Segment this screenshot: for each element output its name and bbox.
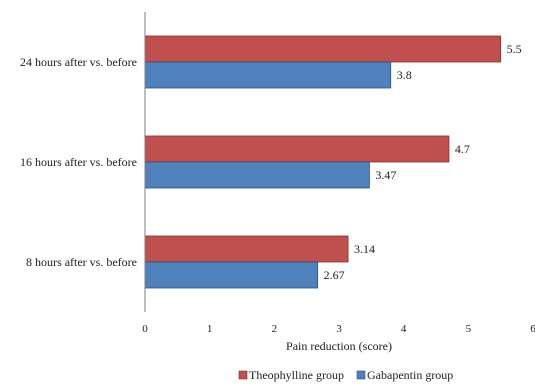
category-label: 24 hours after vs. before <box>20 55 137 69</box>
value-label: 3.8 <box>397 68 412 82</box>
value-label: 3.14 <box>354 242 375 256</box>
legend-swatch-theophylline <box>238 370 248 380</box>
bar-theophylline <box>144 235 349 263</box>
value-labels-layer: 3.14 2.67 4.7 3.47 5.5 3.8 <box>324 42 522 282</box>
value-label: 2.67 <box>324 268 345 282</box>
legend-label-theophylline: Theophylline group <box>249 368 344 382</box>
bar-gabapentin <box>144 61 392 89</box>
category-label: 8 hours after vs. before <box>26 255 137 269</box>
legend-label-gabapentin: Gabapentin group <box>367 368 453 382</box>
category-label: 16 hours after vs. before <box>20 155 137 169</box>
x-tick-label: 0 <box>142 323 148 335</box>
value-label: 5.5 <box>507 42 522 56</box>
x-axis-label: Pain reduction (score) <box>286 339 392 353</box>
x-tick-label: 2 <box>272 323 278 335</box>
value-label: 4.7 <box>455 142 470 156</box>
legend-swatch-gabapentin <box>356 370 366 380</box>
x-tick-label: 3 <box>336 323 342 335</box>
legend: Theophylline group Gabapentin group <box>238 368 453 382</box>
bar-theophylline <box>144 135 450 163</box>
category-labels: 8 hours after vs. before 16 hours after v… <box>20 55 137 269</box>
value-label: 3.47 <box>375 168 396 182</box>
bar-theophylline <box>144 35 502 63</box>
x-tick-label: 1 <box>207 323 213 335</box>
x-tick-label: 5 <box>466 323 472 335</box>
x-tick-label: 4 <box>401 323 407 335</box>
bars-layer <box>144 35 502 289</box>
x-tick-labels: 0 1 2 3 4 5 6 <box>142 323 535 335</box>
bar-gabapentin <box>144 261 319 289</box>
x-tick-label: 6 <box>530 323 535 335</box>
bar-gabapentin <box>144 161 370 189</box>
